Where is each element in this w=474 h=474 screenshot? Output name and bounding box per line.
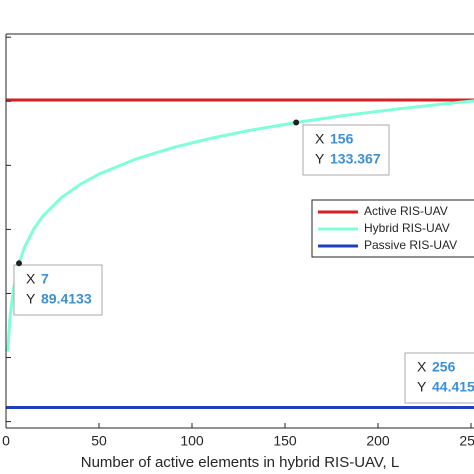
datatip-y-value: 89.4133 xyxy=(41,291,92,307)
datatip-y-label: Y xyxy=(26,291,36,307)
datatip-box xyxy=(404,352,474,404)
datatip-point xyxy=(293,119,300,126)
x-tick-label: 50 xyxy=(91,433,107,449)
datatip-y-label: Y xyxy=(315,151,325,167)
datatip-x-value: 7 xyxy=(41,271,49,287)
datatip-x-label: X xyxy=(315,131,325,147)
datatip-y-value: 44.415 xyxy=(432,379,474,395)
datatip-box xyxy=(302,124,390,176)
datatip-y-value: 133.367 xyxy=(330,151,381,167)
datatip-x-value: 256 xyxy=(432,359,456,375)
x-tick-label: 150 xyxy=(273,433,297,449)
x-tick-label: 100 xyxy=(180,433,204,449)
legend-label: Hybrid RIS-UAV xyxy=(364,221,450,235)
datatip-y-label: Y xyxy=(417,379,427,395)
x-tick-label: 200 xyxy=(366,433,390,449)
x-axis-label: Number of active elements in hybrid RIS-… xyxy=(81,454,399,471)
datatip-x-value: 156 xyxy=(330,131,354,147)
legend-label: Passive RIS-UAV xyxy=(364,238,457,252)
datatip-box xyxy=(13,264,103,316)
x-tick-label: 250 xyxy=(459,433,474,449)
legend-label: Active RIS-UAV xyxy=(364,204,448,218)
x-tick-label: 0 xyxy=(2,433,10,449)
datatip-x-label: X xyxy=(417,359,427,375)
datatip-point xyxy=(16,260,23,267)
datatip-x-label: X xyxy=(26,271,36,287)
